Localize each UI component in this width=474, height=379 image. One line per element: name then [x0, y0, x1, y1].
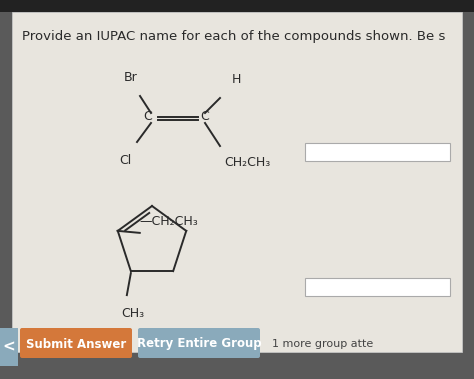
Bar: [0, 0, 474, 12]
Text: 1 more group atte: 1 more group atte: [272, 339, 373, 349]
Bar: [0, 328, 18, 366]
Text: <: <: [3, 340, 15, 354]
Text: Cl: Cl: [119, 154, 131, 167]
FancyBboxPatch shape: [138, 328, 260, 358]
Text: Br: Br: [124, 71, 138, 84]
Text: Submit Answer: Submit Answer: [26, 338, 126, 351]
Text: C: C: [143, 111, 152, 124]
Text: —CH₂CH₃: —CH₂CH₃: [140, 215, 199, 228]
FancyBboxPatch shape: [20, 328, 132, 358]
Text: Provide an IUPAC name for each of the compounds shown. Be s: Provide an IUPAC name for each of the co…: [22, 30, 446, 43]
Text: CH₂CH₃: CH₂CH₃: [224, 156, 270, 169]
Text: Retry Entire Group: Retry Entire Group: [137, 338, 261, 351]
Text: CH₃: CH₃: [121, 307, 144, 320]
Text: H: H: [232, 73, 241, 86]
Bar: [12, 12, 462, 352]
Bar: [305, 278, 450, 296]
Bar: [305, 143, 450, 161]
Text: C: C: [200, 111, 209, 124]
